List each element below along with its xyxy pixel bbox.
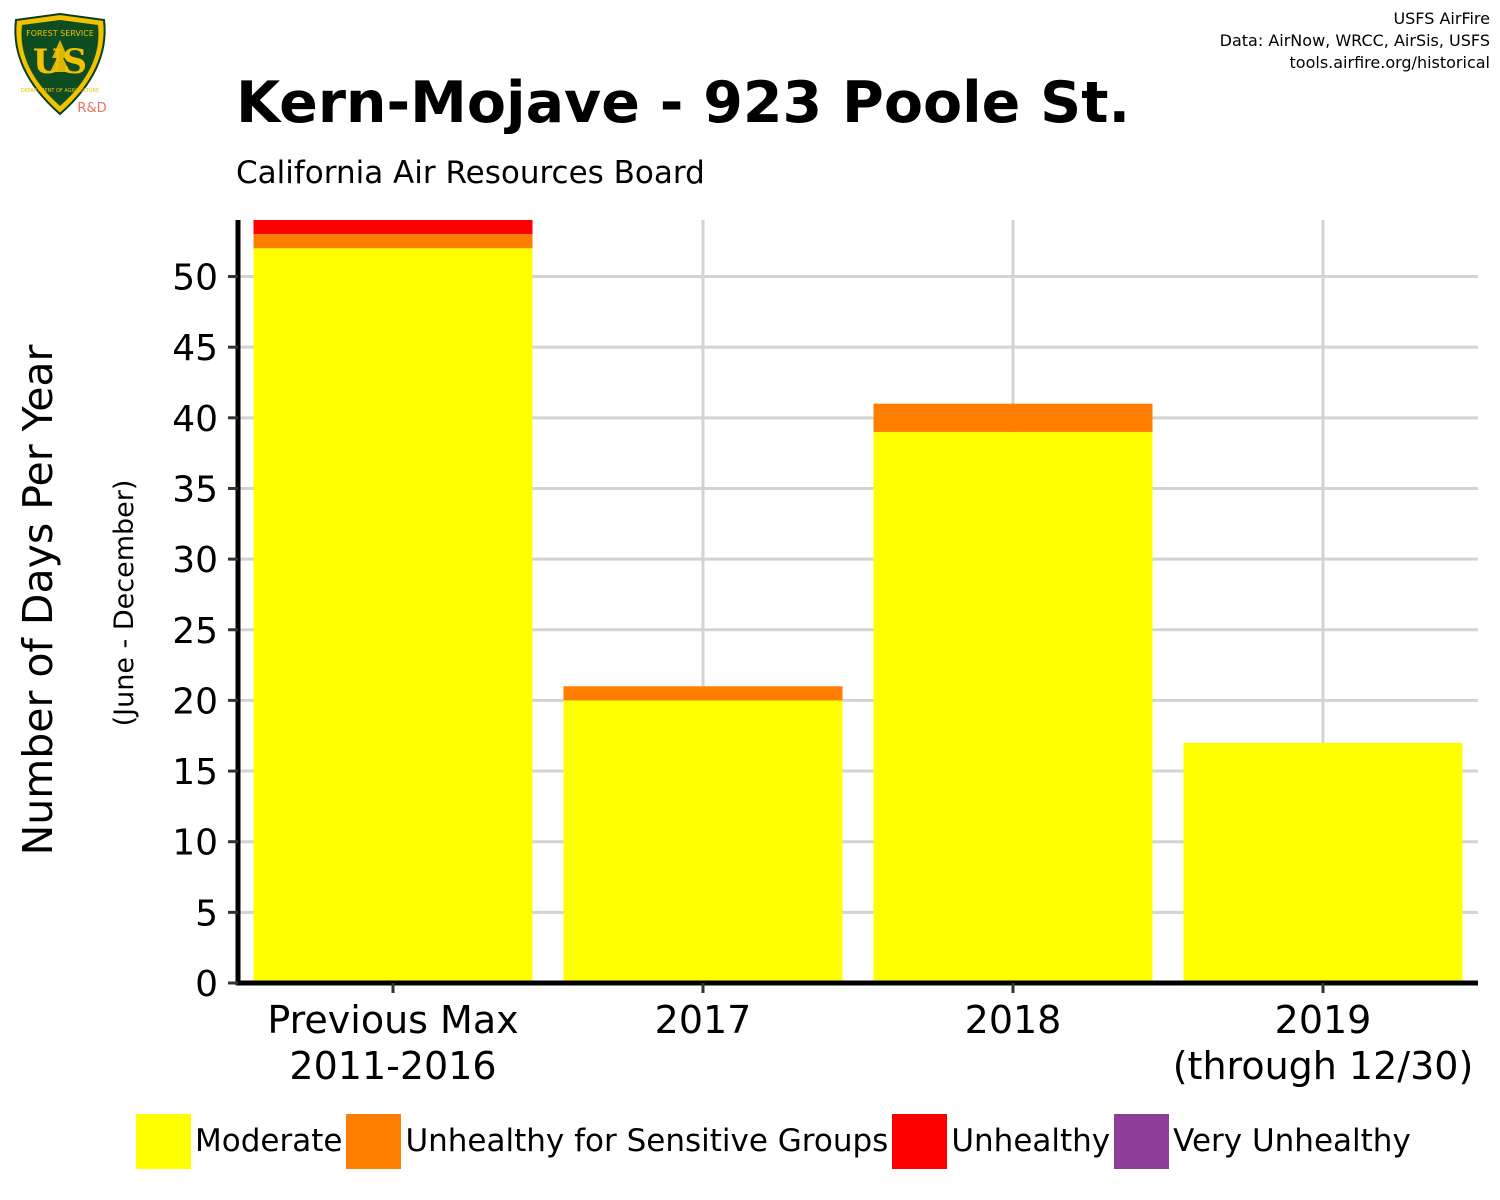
- bar-segment: [253, 234, 533, 249]
- legend-label: Unhealthy: [951, 1123, 1111, 1159]
- bar-segment: [1183, 742, 1463, 983]
- x-tick-label: Previous Max: [267, 998, 518, 1042]
- y-tick-label: 45: [172, 328, 218, 369]
- y-axis-subtitle: (June - December): [109, 480, 140, 727]
- chart-title: Kern-Mojave - 923 Poole St.: [236, 70, 1131, 136]
- bar-segment: [873, 431, 1153, 983]
- legend-swatch: [346, 1113, 402, 1169]
- legend-swatch: [1114, 1113, 1170, 1169]
- x-tick-label: 2019: [1275, 998, 1372, 1042]
- bar-segment: [563, 686, 843, 701]
- y-tick-label: 25: [172, 611, 218, 652]
- legend-item: Unhealthy: [892, 1113, 1111, 1169]
- bar-segment: [563, 700, 843, 983]
- bar-segment: [253, 220, 533, 235]
- y-tick-label: 15: [172, 752, 218, 793]
- legend-label: Very Unhealthy: [1173, 1123, 1411, 1159]
- legend-swatch: [892, 1113, 948, 1169]
- legend-swatch: [136, 1113, 191, 1169]
- bar-segment: [253, 248, 533, 983]
- bar-segment: [873, 403, 1153, 432]
- logo-bottom-text: DEPARTMENT OF AGRICULTURE: [21, 88, 99, 94]
- x-tick-label: (through 12/30): [1173, 1044, 1474, 1088]
- credits: USFS AirFire Data: AirNow, WRCC, AirSis,…: [1220, 8, 1490, 74]
- credit-line: USFS AirFire: [1393, 9, 1490, 28]
- y-tick-label: 5: [195, 893, 218, 934]
- legend-item: Moderate: [136, 1113, 343, 1169]
- credit-line: Data: AirNow, WRCC, AirSis, USFS: [1219, 31, 1490, 50]
- logo-badge: R&D: [77, 101, 106, 116]
- y-tick-label: 50: [172, 258, 218, 299]
- usfs-shield-logo: US FOREST SERVICE DEPARTMENT OF AGRICULT…: [14, 12, 107, 116]
- legend-label: Moderate: [195, 1123, 343, 1159]
- y-axis-title: Number of Days Per Year: [14, 344, 62, 855]
- y-tick-label: 0: [195, 964, 218, 1005]
- chart-subtitle: California Air Resources Board: [236, 155, 705, 191]
- x-tick-label: 2018: [965, 998, 1062, 1042]
- y-tick-label: 10: [172, 823, 218, 864]
- legend-item: Very Unhealthy: [1114, 1113, 1411, 1169]
- legend-label: Unhealthy for Sensitive Groups: [405, 1123, 889, 1159]
- x-tick-label: 2011-2016: [289, 1044, 496, 1088]
- y-tick-label: 20: [172, 681, 218, 722]
- credit-line: tools.airfire.org/historical: [1289, 53, 1490, 72]
- x-tick-label: 2017: [655, 998, 752, 1042]
- logo-top-text: FOREST SERVICE: [26, 29, 94, 38]
- y-tick-label: 30: [172, 540, 218, 581]
- y-tick-label: 40: [172, 399, 218, 440]
- legend-item: Unhealthy for Sensitive Groups: [346, 1113, 889, 1169]
- legend: Moderate Unhealthy for Sensitive Groups …: [136, 1113, 1415, 1169]
- y-tick-label: 35: [172, 469, 218, 510]
